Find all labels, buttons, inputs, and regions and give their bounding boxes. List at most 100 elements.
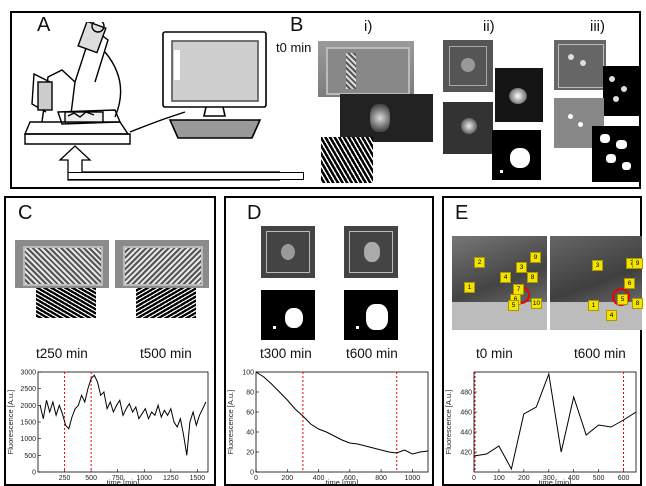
caption-e-t600: t600 min [574,346,626,361]
y-axis-label: Fluorescence [A.u.] [6,390,15,455]
caption-d-t300: t300 min [260,346,312,361]
cell-tag: 6 [624,278,635,289]
x-tick-label: 400 [313,475,325,482]
y-tick-label: 440 [460,430,472,437]
y-tick-label: 1000 [20,436,36,443]
plot-frame [37,371,209,473]
x-tick-label: 800 [375,475,387,482]
y-tick-label: 100 [242,370,254,377]
y-tick-label: 20 [246,450,254,457]
microscopy-image-fluorescent [340,94,433,142]
x-tick-label: 100 [493,475,505,482]
cell-tag: 10 [531,298,542,309]
plot-frame [255,371,429,473]
panel-label-b: B [290,14,304,36]
x-tick-label: 200 [518,475,530,482]
y-tick-label: 1500 [20,420,36,427]
y-tick-label: 60 [246,410,254,417]
chart-e: 0 100 200 300 400 500 600 420 440 460 480 time [min… [444,371,637,486]
microscopy-image-ii-phase [443,40,493,92]
y-tick-label: 40 [246,430,254,437]
x-tick-label: 1500 [190,475,206,482]
x-axis-label: time [min] [539,478,572,486]
cell-tag: 4 [606,310,617,321]
subpanel-label-iii: iii) [590,18,605,35]
chamber-image-c-t250 [15,240,109,288]
microscopy-image-chamber [318,41,414,97]
cell-tag: 1 [464,282,475,293]
cell-tag: 9 [632,258,643,269]
y-tick-label: 500 [24,453,36,460]
y-tick-label: 420 [460,450,472,457]
microscope-illustration [23,22,280,181]
y-tick-label: 0 [32,470,36,477]
segmentation-mask-cells [321,137,373,183]
x-tick-label: 1000 [405,475,421,482]
mask-c-t500 [136,288,196,318]
y-axis-label: Fluorescence [A.u.] [226,390,235,455]
segmentation-mask-iii-a [603,66,639,116]
y-axis-label: Fluorescence [A.u.] [444,390,453,455]
microscopy-image-iii-phase [554,40,606,90]
chamber-image-d-t300 [261,226,315,278]
y-tick-label: 460 [460,410,472,417]
cell-tag: 8 [632,298,643,309]
y-tick-label: 2000 [20,403,36,410]
x-tick-label: 500 [593,475,605,482]
y-tick-label: 2500 [20,386,36,393]
panel-label-c: C [18,202,33,224]
panel-label-e: E [455,202,469,224]
segmentation-mask-ii [492,130,541,180]
plot-frame [473,371,637,473]
y-tick-label: 3000 [20,370,36,377]
segmentation-mask-iii-b [592,126,641,182]
time-label-b: t0 min [276,40,312,55]
x-tick-label: 600 [618,475,630,482]
caption-d-t600: t600 min [346,346,398,361]
cell-tag: 3 [592,260,603,271]
series-line [39,374,207,456]
mask-d-t300 [261,290,315,340]
caption-c-t250: t250 min [36,346,88,361]
caption-c-t500: t500 min [140,346,192,361]
series-line [473,372,637,471]
x-tick-label: 250 [59,475,71,482]
panel-label-d: D [247,202,262,224]
cell-tag: 4 [500,272,511,283]
x-tick-label: 1000 [136,475,152,482]
feedback-arrow-line [68,172,304,180]
microscopy-image-ii-overlay [443,102,493,154]
chamber-image-d-t600 [344,226,398,278]
x-tick-label: 1250 [163,475,179,482]
x-axis-label: time [min] [326,478,359,486]
cell-tag: 5 [508,300,519,311]
x-tick-label: 200 [281,475,293,482]
subpanel-label-i: i) [364,18,373,35]
x-tick-label: 500 [85,475,97,482]
subpanel-label-ii: ii) [483,18,495,35]
mask-c-t250 [36,288,96,318]
x-axis-label: time [min] [107,478,140,486]
cell-tag: 8 [527,272,538,283]
y-tick-label: 80 [246,390,254,397]
mask-d-t600 [344,290,398,340]
cell-tag: 2 [474,257,485,268]
x-tick-label: 600 [344,475,356,482]
x-tick-label: 0 [254,475,258,482]
x-tick-label: 300 [543,475,555,482]
x-tick-label: 400 [568,475,580,482]
microscopy-image-ii-fluor [495,68,543,122]
y-tick-label: 480 [460,390,472,397]
x-tick-label: 0 [472,475,476,482]
cell-tag: 5 [617,294,628,305]
y-tick-label: 0 [250,470,254,477]
panel-label-a: A [37,14,51,36]
cell-tag: 1 [588,300,599,311]
series-line [255,371,429,455]
chart-c: 250 500 750 1000 1250 1500 0 500 1000 1500 2000 250… [6,370,209,486]
cell-tag: 3 [516,262,527,273]
chamber-image-c-t500 [115,240,209,288]
chart-d: 0 200 400 600 800 1000 0 20 40 60 80 100 time [min] F… [226,370,429,486]
x-tick-label: 750 [112,475,124,482]
cell-tag: 9 [530,252,541,263]
